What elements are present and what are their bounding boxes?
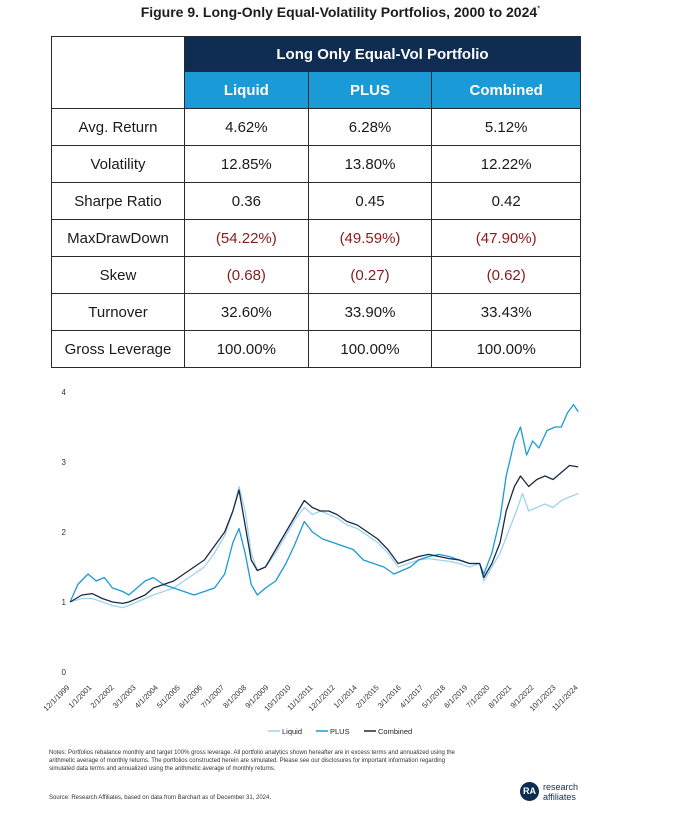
x-tick-label: 6/1/2006	[177, 683, 204, 710]
table-cell: 12.85%	[184, 145, 309, 183]
table-row: Sharpe Ratio 0.36 0.45 0.42	[51, 182, 581, 220]
table-row: Skew (0.68) (0.27) (0.62)	[51, 256, 581, 294]
x-tick-label: 7/1/2007	[199, 683, 226, 710]
series-line-combined	[69, 464, 579, 605]
table-cell: 100.00%	[307, 330, 433, 368]
figure-title-text: Figure 9. Long-Only Equal-Volatility Por…	[140, 4, 538, 20]
table-cell: 12.22%	[431, 145, 581, 183]
x-tick-label: 5/1/2018	[420, 683, 447, 710]
row-label: Volatility	[51, 145, 185, 183]
table-cell: 100.00%	[184, 330, 309, 368]
row-label: Turnover	[51, 293, 185, 331]
y-tick-label: 2	[62, 528, 67, 537]
line-chart: 0123412/1/19991/1/20012/1/20023/1/20034/…	[41, 388, 579, 736]
x-tick-label: 3/1/2003	[111, 683, 138, 710]
table-cell: 0.42	[431, 182, 581, 220]
x-tick-label: 3/1/2016	[376, 683, 403, 710]
column-header-combined: Combined	[431, 71, 581, 109]
x-tick-label: 2/1/2002	[89, 683, 116, 710]
table-group-header: Long Only Equal-Vol Portfolio	[184, 36, 581, 72]
table-cell: (54.22%)	[184, 219, 309, 257]
x-tick-label: 1/1/2001	[66, 683, 93, 710]
x-tick-label: 8/1/2008	[221, 683, 248, 710]
logo-line2: affiliates	[543, 792, 576, 802]
figure-title: Figure 9. Long-Only Equal-Volatility Por…	[0, 4, 681, 20]
table-cell: 0.45	[307, 182, 433, 220]
table-row: Volatility 12.85% 13.80% 12.22%	[51, 145, 581, 183]
table-cell: (47.90%)	[431, 219, 581, 257]
column-header-liquid: Liquid	[184, 71, 309, 109]
table-row: Turnover 32.60% 33.90% 33.43%	[51, 293, 581, 331]
table-cell: 6.28%	[307, 108, 433, 146]
table-corner-cell	[51, 36, 185, 109]
logo-mark: RA	[520, 782, 539, 801]
column-header-plus: PLUS	[307, 71, 433, 109]
legend-label-liquid: Liquid	[282, 727, 302, 736]
table-cell: 0.36	[184, 182, 309, 220]
x-tick-label: 7/1/2020	[464, 683, 491, 710]
y-tick-label: 0	[62, 668, 67, 677]
logo-text: research affiliates	[543, 782, 578, 802]
figure-title-mark: *	[537, 4, 541, 14]
x-tick-label: 5/1/2005	[155, 683, 182, 710]
table-cell: 33.43%	[431, 293, 581, 331]
company-logo: RA research affiliates	[520, 782, 610, 806]
row-label: Sharpe Ratio	[51, 182, 185, 220]
table-row: Avg. Return 4.62% 6.28% 5.12%	[51, 108, 581, 146]
chart-notes: Notes: Portfolios rebalance monthly and …	[49, 750, 455, 772]
table-row: MaxDrawDown (54.22%) (49.59%) (47.90%)	[51, 219, 581, 257]
table-cell: 32.60%	[184, 293, 309, 331]
x-tick-label: 8/1/2021	[486, 683, 513, 710]
table-cell: (0.62)	[431, 256, 581, 294]
row-label: Avg. Return	[51, 108, 185, 146]
x-tick-label: 6/1/2019	[442, 683, 469, 710]
x-tick-label: 2/1/2015	[354, 683, 381, 710]
table-cell: 4.62%	[184, 108, 309, 146]
table-cell: (0.27)	[307, 256, 433, 294]
source-note: Source: Research Affiliates, based on da…	[49, 795, 272, 801]
table-cell: 33.90%	[307, 293, 433, 331]
legend-label-plus: PLUS	[330, 727, 350, 736]
y-tick-label: 1	[62, 598, 67, 607]
table-cell: 100.00%	[431, 330, 581, 368]
x-tick-label: 4/1/2004	[133, 683, 160, 710]
logo-line1: research	[543, 782, 579, 792]
table-cell: 5.12%	[431, 108, 581, 146]
table-cell: (49.59%)	[307, 219, 433, 257]
table-cell: 13.80%	[307, 145, 433, 183]
table-cell: (0.68)	[184, 256, 309, 294]
row-label: MaxDrawDown	[51, 219, 185, 257]
legend-label-combined: Combined	[378, 727, 412, 736]
series-line-liquid	[69, 485, 579, 609]
x-tick-label: 4/1/2017	[398, 683, 425, 710]
y-tick-label: 4	[62, 388, 67, 397]
x-tick-label: 1/1/2014	[332, 683, 359, 710]
stats-table: Long Only Equal-Vol Portfolio Liquid PLU…	[51, 36, 581, 368]
series-line-plus	[69, 403, 579, 603]
row-label: Skew	[51, 256, 185, 294]
y-tick-label: 3	[62, 458, 67, 467]
x-tick-label: 12/1/1999	[41, 683, 71, 713]
row-label: Gross Leverage	[51, 330, 185, 368]
table-row: Gross Leverage 100.00% 100.00% 100.00%	[51, 330, 581, 368]
